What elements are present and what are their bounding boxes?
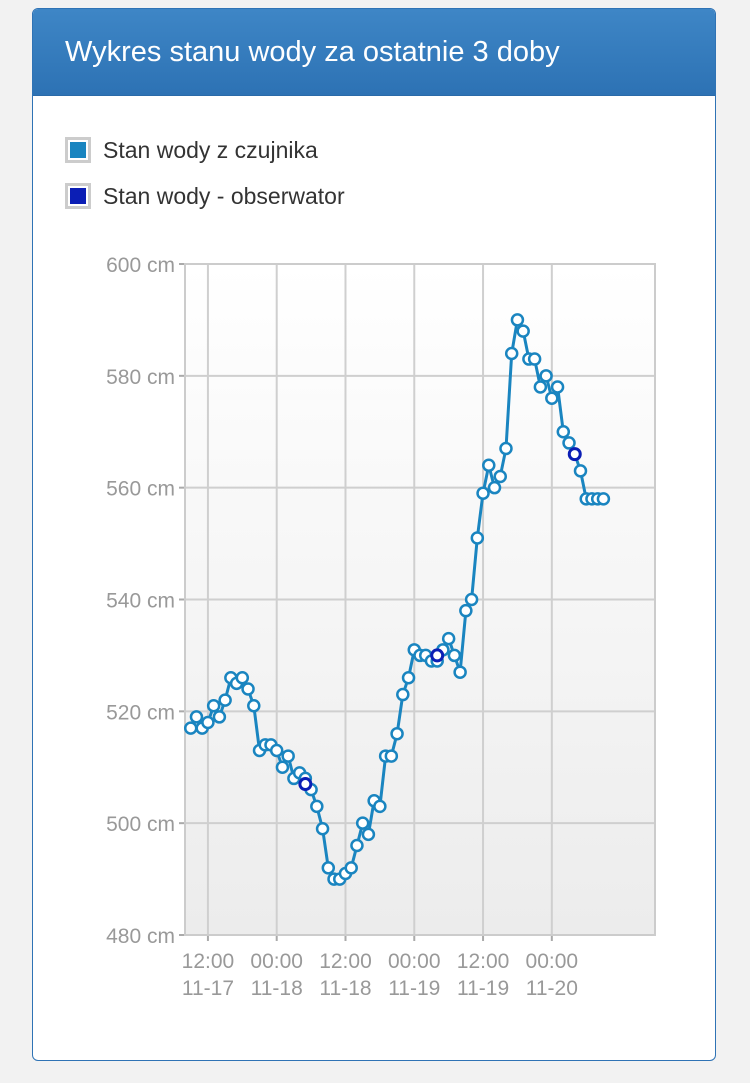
sensor-data-point bbox=[470, 531, 485, 545]
sensor-data-point bbox=[281, 749, 295, 763]
sensor-data-point bbox=[355, 816, 370, 830]
x-tick-label-time: 12:00 bbox=[457, 950, 510, 973]
legend-item-observer[interactable]: Stan wody - obserwator bbox=[65, 173, 345, 219]
observer-data-point bbox=[567, 447, 582, 462]
y-tick-label: 480 cm bbox=[106, 925, 175, 948]
sensor-data-point bbox=[562, 436, 576, 450]
sensor-data-point bbox=[321, 861, 336, 875]
legend-swatch-observer bbox=[65, 183, 91, 209]
sensor-data-point bbox=[533, 380, 548, 394]
sensor-data-point bbox=[539, 369, 553, 383]
sensor-data-point bbox=[275, 760, 290, 774]
sensor-data-point bbox=[401, 671, 416, 685]
sensor-data-point bbox=[487, 480, 502, 495]
x-tick-label-date: 11-18 bbox=[319, 977, 371, 1000]
sensor-data-point bbox=[476, 486, 490, 501]
sensor-data-point bbox=[235, 671, 250, 685]
sensor-data-point bbox=[596, 492, 611, 506]
sensor-data-point bbox=[212, 710, 227, 724]
x-tick-label-date: 11-17 bbox=[182, 977, 234, 1000]
sensor-data-point bbox=[189, 710, 204, 724]
sensor-data-point bbox=[550, 380, 565, 394]
sensor-data-point bbox=[361, 827, 376, 842]
y-tick-label: 600 cm bbox=[106, 254, 175, 277]
y-tick-label: 540 cm bbox=[106, 590, 175, 613]
x-tick-label-date: 11-19 bbox=[388, 977, 440, 1000]
sensor-data-point bbox=[241, 682, 255, 696]
observer-data-point bbox=[430, 648, 445, 663]
x-tick-label-time: 00:00 bbox=[250, 950, 303, 973]
sensor-data-point bbox=[390, 726, 404, 741]
sensor-data-point bbox=[453, 665, 467, 679]
sensor-data-point bbox=[459, 603, 473, 618]
legend-item-sensor[interactable]: Stan wody z czujnika bbox=[65, 127, 345, 173]
x-tick-label-time: 12:00 bbox=[182, 950, 235, 973]
sensor-data-point bbox=[573, 464, 588, 478]
sensor-data-point bbox=[344, 861, 358, 875]
sensor-data-point bbox=[201, 715, 215, 730]
observer-data-point bbox=[298, 777, 313, 792]
sensor-data-point bbox=[545, 391, 559, 405]
sensor-data-point bbox=[516, 324, 530, 338]
sensor-data-point bbox=[447, 648, 462, 663]
sensor-data-point bbox=[373, 799, 387, 814]
legend-label-sensor: Stan wody z czujnika bbox=[103, 136, 318, 163]
x-tick-label-time: 00:00 bbox=[526, 950, 579, 973]
panel-title: Wykres stanu wody za ostatnie 3 doby bbox=[33, 9, 715, 96]
sensor-data-point bbox=[247, 698, 261, 713]
water-level-chart: 600 cm 580 cm 560 cm 540 cm 520 cm 500 cm 480 … bbox=[106, 254, 656, 1000]
sensor-data-point bbox=[269, 743, 284, 758]
y-tick-label: 500 cm bbox=[106, 813, 175, 836]
y-tick-label: 520 cm bbox=[106, 701, 175, 724]
legend-swatch-sensor bbox=[65, 137, 91, 163]
sensor-data-point bbox=[504, 346, 519, 361]
x-tick-label-time: 12:00 bbox=[319, 950, 372, 973]
plot-border bbox=[184, 263, 656, 936]
sensor-data-point bbox=[493, 469, 507, 484]
sensor-data-point bbox=[482, 458, 496, 473]
sensor-data-point bbox=[396, 687, 410, 702]
sensor-data-point bbox=[510, 313, 525, 327]
sensor-data-point bbox=[499, 441, 513, 456]
sensor-data-point bbox=[315, 822, 330, 836]
sensor-data-point bbox=[310, 799, 324, 814]
x-tick-label-date: 11-20 bbox=[526, 977, 578, 1000]
sensor-data-point bbox=[527, 352, 542, 366]
chart-panel: Wykres stanu wody za ostatnie 3 doby Sta… bbox=[32, 8, 716, 1061]
sensor-data-point bbox=[218, 693, 232, 707]
y-tick-label: 560 cm bbox=[106, 478, 175, 501]
legend-label-observer: Stan wody - obserwator bbox=[103, 182, 345, 209]
y-tick-label: 580 cm bbox=[106, 366, 175, 389]
chart-legend: Stan wody z czujnika Stan wody - obserwa… bbox=[65, 127, 345, 219]
sensor-data-point bbox=[556, 425, 571, 439]
sensor-data-point bbox=[464, 592, 479, 607]
sensor-data-point bbox=[206, 698, 221, 713]
x-tick-label-date: 11-18 bbox=[251, 977, 303, 1000]
x-tick-label-time: 00:00 bbox=[388, 950, 441, 973]
x-tick-label-date: 11-19 bbox=[457, 977, 509, 1000]
sensor-data-point bbox=[350, 838, 364, 853]
sensor-data-point bbox=[441, 631, 456, 646]
sensor-data-point bbox=[384, 749, 399, 763]
sensor-data-point bbox=[183, 721, 198, 735]
